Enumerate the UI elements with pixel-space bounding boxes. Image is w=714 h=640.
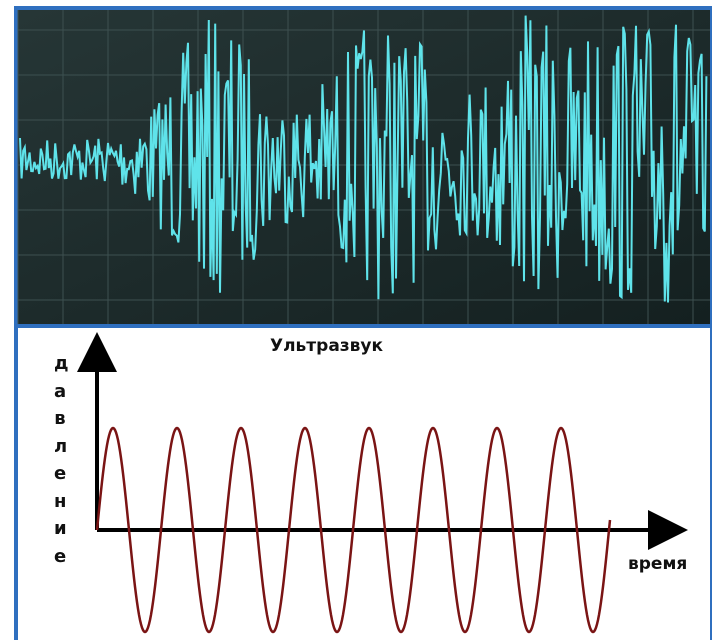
page: Ультразвук давление время bbox=[0, 0, 714, 640]
x-axis-label: время bbox=[628, 554, 687, 574]
illustration bbox=[0, 0, 714, 640]
diagram-panel bbox=[18, 328, 710, 640]
y-axis-label: давление bbox=[54, 350, 66, 570]
diagram-title: Ультразвук bbox=[270, 336, 383, 356]
